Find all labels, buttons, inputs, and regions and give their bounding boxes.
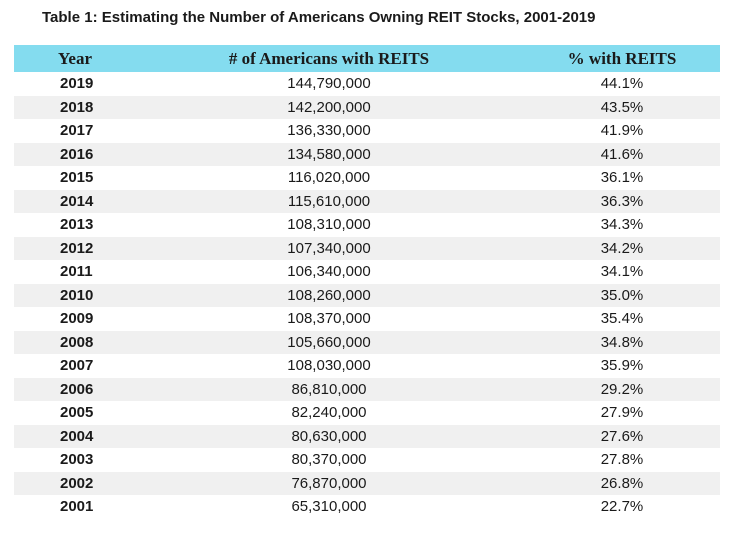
table-row: 2009 108,370,000 35.4% [14, 307, 720, 331]
percent-cell: 35.0% [600, 286, 644, 304]
year-cell: 2019 [60, 75, 94, 93]
americans-count-cell: 108,370,000 [287, 310, 371, 328]
americans-count-cell: 108,030,000 [287, 357, 371, 375]
year-cell: 2008 [60, 333, 94, 351]
americans-count-cell: 76,870,000 [291, 474, 367, 492]
americans-count-cell: 136,330,000 [287, 122, 371, 140]
year-cell: 2002 [60, 474, 94, 492]
table-row: 2003 80,370,000 27.8% [14, 448, 720, 472]
percent-cell: 34.1% [600, 263, 644, 281]
americans-count-cell: 107,340,000 [287, 239, 371, 257]
table-row: 2014 115,610,000 36.3% [14, 189, 720, 213]
percent-cell: 34.8% [600, 333, 644, 351]
percent-cell: 36.1% [600, 169, 644, 187]
percent-cell: 35.4% [600, 310, 644, 328]
table-title: Table 1: Estimating the Number of Americ… [42, 9, 596, 26]
percent-cell: 36.3% [600, 192, 644, 210]
americans-count-cell: 108,260,000 [287, 286, 371, 304]
percent-cell: 27.6% [600, 427, 644, 445]
americans-count-cell: 86,810,000 [291, 380, 367, 398]
americans-count-cell: 80,370,000 [291, 451, 367, 469]
year-cell: 2017 [60, 122, 94, 140]
percent-cell: 34.3% [600, 216, 644, 234]
percent-cell: 35.9% [600, 357, 644, 375]
table-row: 2013 108,310,000 34.3% [14, 213, 720, 237]
column-header-year: Year [14, 45, 134, 72]
year-cell: 2010 [60, 286, 94, 304]
year-cell: 2016 [60, 145, 94, 163]
column-header-percent: % with REITS [524, 45, 720, 72]
americans-count-cell: 144,790,000 [287, 75, 371, 93]
table-row: 2016 134,580,000 41.6% [14, 142, 720, 166]
percent-cell: 27.9% [600, 404, 644, 422]
percent-cell: 26.8% [600, 474, 644, 492]
table-row: 2018 142,200,000 43.5% [14, 95, 720, 119]
americans-count-cell: 80,630,000 [291, 427, 367, 445]
table-row: 2004 80,630,000 27.6% [14, 424, 720, 448]
table-row: 2010 108,260,000 35.0% [14, 283, 720, 307]
year-cell: 2007 [60, 357, 94, 375]
table-row: 2017 136,330,000 41.9% [14, 119, 720, 143]
americans-count-cell: 116,020,000 [287, 169, 371, 187]
table-row: 2005 82,240,000 27.9% [14, 401, 720, 425]
percent-cell: 43.5% [600, 98, 644, 116]
americans-count-cell: 108,310,000 [287, 216, 371, 234]
americans-count-cell: 65,310,000 [291, 498, 367, 516]
americans-count-cell: 105,660,000 [287, 333, 371, 351]
percent-cell: 34.2% [600, 239, 644, 257]
table-row: 2019 144,790,000 44.1% [14, 72, 720, 96]
americans-count-cell: 142,200,000 [287, 98, 371, 116]
year-cell: 2011 [60, 263, 93, 281]
column-header-americans: # of Americans with REITS [134, 45, 524, 72]
percent-cell: 27.8% [600, 451, 644, 469]
year-cell: 2006 [60, 380, 94, 398]
header-row: Year # of Americans with REITS % with RE… [14, 45, 720, 72]
americans-count-cell: 106,340,000 [287, 263, 371, 281]
year-cell: 2013 [60, 216, 94, 234]
americans-count-cell: 134,580,000 [287, 145, 371, 163]
reit-ownership-table: Year # of Americans with REITS % with RE… [14, 45, 720, 519]
percent-cell: 22.7% [600, 498, 644, 516]
year-cell: 2005 [60, 404, 94, 422]
table-row: 2012 107,340,000 34.2% [14, 236, 720, 260]
table-row: 2007 108,030,000 35.9% [14, 354, 720, 378]
year-cell: 2015 [60, 169, 94, 187]
year-cell: 2012 [60, 239, 94, 257]
table-row: 2008 105,660,000 34.8% [14, 330, 720, 354]
table-row: 2002 76,870,000 26.8% [14, 471, 720, 495]
americans-count-cell: 115,610,000 [287, 192, 371, 210]
year-cell: 2003 [60, 451, 94, 469]
table-row: 2006 86,810,000 29.2% [14, 377, 720, 401]
percent-cell: 29.2% [600, 380, 644, 398]
year-cell: 2009 [60, 310, 94, 328]
table-row: 2015 116,020,000 36.1% [14, 166, 720, 190]
americans-count-cell: 82,240,000 [291, 404, 367, 422]
table-row: 2011 106,340,000 34.1% [14, 260, 720, 284]
table-row: 2001 65,310,000 22.7% [14, 495, 720, 519]
table-body: 2019 144,790,000 44.1% 2018 142,200,000 43.5%… [14, 72, 720, 519]
year-cell: 2014 [60, 192, 94, 210]
table-header: Year # of Americans with REITS % with RE… [14, 45, 720, 72]
year-cell: 2001 [60, 498, 94, 516]
percent-cell: 41.9% [600, 122, 644, 140]
year-cell: 2004 [60, 427, 94, 445]
percent-cell: 44.1% [600, 75, 644, 93]
year-cell: 2018 [60, 98, 94, 116]
percent-cell: 41.6% [600, 145, 644, 163]
